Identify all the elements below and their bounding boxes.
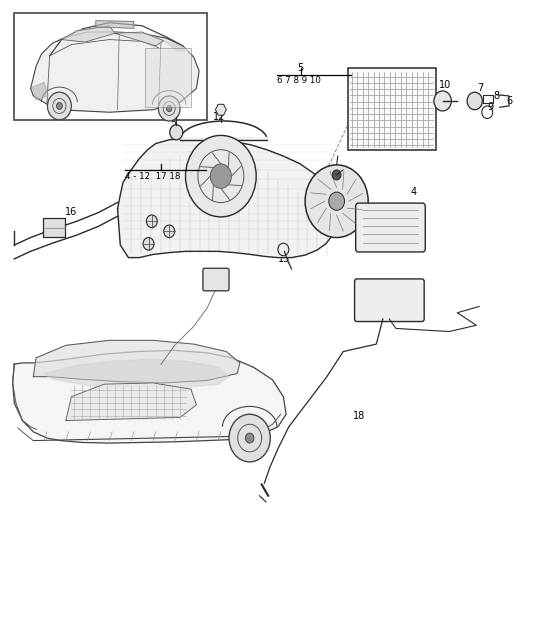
Circle shape [467,92,482,110]
Text: 15: 15 [164,226,177,236]
Text: 13: 13 [278,254,290,264]
FancyBboxPatch shape [356,203,425,252]
Circle shape [210,164,232,188]
Circle shape [164,225,174,237]
FancyBboxPatch shape [14,13,207,120]
Circle shape [434,91,451,111]
FancyBboxPatch shape [203,268,229,291]
Polygon shape [32,82,49,100]
Text: 16: 16 [65,207,77,217]
Circle shape [245,433,254,443]
Circle shape [332,170,341,180]
Polygon shape [66,383,196,421]
Polygon shape [31,32,199,112]
Text: 3: 3 [337,171,343,181]
Circle shape [143,237,154,250]
Text: 19: 19 [209,273,222,283]
Text: 18: 18 [353,411,366,421]
Text: 1: 1 [158,159,164,168]
Circle shape [47,92,71,120]
Polygon shape [62,26,115,42]
Polygon shape [115,32,164,46]
Polygon shape [13,350,286,443]
FancyBboxPatch shape [145,48,191,107]
Text: 7: 7 [477,84,483,94]
Circle shape [329,192,344,210]
Text: 9: 9 [487,102,493,112]
Circle shape [229,414,270,462]
Text: 10: 10 [439,80,451,90]
Polygon shape [44,359,229,388]
Polygon shape [118,139,339,257]
Polygon shape [164,41,188,51]
Circle shape [169,125,183,140]
Polygon shape [96,21,134,28]
Circle shape [147,215,158,227]
Circle shape [305,165,368,237]
Polygon shape [180,138,267,140]
FancyBboxPatch shape [348,68,435,150]
Text: 5: 5 [298,63,304,73]
Circle shape [159,96,180,121]
Text: 14: 14 [146,216,158,226]
Text: 6: 6 [506,96,512,106]
FancyBboxPatch shape [43,218,65,237]
Text: 12: 12 [213,112,226,122]
Circle shape [166,106,172,112]
FancyBboxPatch shape [355,279,424,322]
Text: 4: 4 [411,187,417,197]
Circle shape [185,136,256,217]
Text: 17: 17 [142,239,155,249]
Text: 8: 8 [493,91,500,101]
Text: 6 7 8 9 10: 6 7 8 9 10 [277,77,320,85]
Polygon shape [33,340,240,383]
Text: 2: 2 [171,121,177,131]
Text: 4 - 12  17 18: 4 - 12 17 18 [125,171,180,181]
Circle shape [57,102,62,109]
Text: 11: 11 [397,242,409,252]
